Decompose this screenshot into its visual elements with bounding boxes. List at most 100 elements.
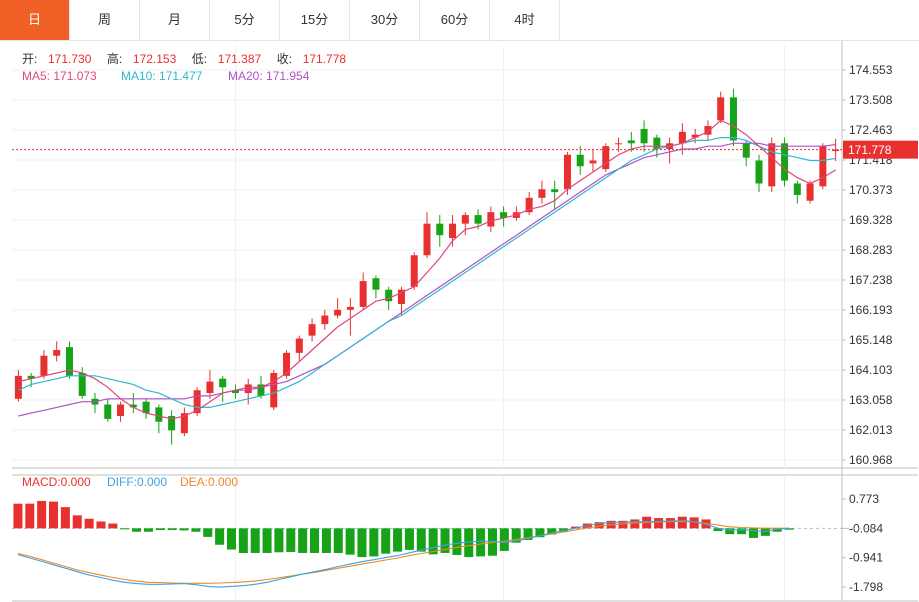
macd-bar-12 [155, 528, 165, 531]
y-tick-label: 170.373 [849, 183, 893, 197]
macd-bar-9 [120, 528, 130, 530]
candle-body [372, 278, 380, 290]
candle-4 [65, 341, 73, 379]
macd-bar-3 [49, 501, 59, 529]
candle-26 [346, 298, 354, 336]
diff-line [17, 520, 790, 588]
macd-bar-35 [428, 528, 438, 555]
candle-body [346, 306, 354, 310]
macd-bar-41 [499, 528, 509, 551]
candle-43 [563, 151, 571, 195]
macd-legend-1: DIFF:0.000 [107, 475, 167, 489]
candle-body [717, 97, 725, 121]
timeframe-tabs: 日周月 5分 15分 30分 60分 4时 [0, 0, 919, 41]
candle-body [729, 97, 737, 141]
candle-body [461, 215, 469, 224]
macd-bar-34 [416, 528, 426, 552]
candle-body [206, 381, 214, 394]
candle-12 [168, 410, 176, 445]
candle-body [640, 128, 648, 144]
candle-42 [551, 180, 559, 210]
candle-body [602, 146, 610, 170]
candle-body [563, 154, 571, 190]
candle-47 [615, 137, 623, 152]
y-tick-label: 174.553 [849, 63, 893, 77]
macd-bar-23 [286, 528, 296, 552]
macd-bar-20 [250, 528, 260, 553]
macd-bar-6 [84, 518, 94, 529]
candle-body [295, 338, 303, 353]
current-price-label: 171.778 [848, 143, 892, 157]
legend-ma-1: MA10: 171.477 [121, 69, 203, 83]
macd-bar-46 [559, 528, 569, 532]
candle-body [168, 416, 176, 431]
tab-3[interactable]: 5分 [210, 0, 280, 40]
macd-legend-0: MACD:0.000 [22, 475, 91, 489]
macd-bar-63 [760, 528, 770, 536]
macd-bar-11 [143, 528, 153, 532]
macd-y-tick-label: 0.773 [849, 492, 879, 506]
y-tick-label: 163.058 [849, 393, 893, 407]
macd-y-tick-label: -1.798 [849, 580, 883, 594]
macd-bar-15 [191, 528, 201, 532]
macd-bar-5 [72, 515, 82, 529]
candle-18 [244, 378, 252, 405]
candle-body [474, 215, 482, 224]
candle-9 [129, 393, 137, 414]
candle-body [155, 407, 163, 422]
candle-body [193, 390, 201, 414]
candle-22 [295, 335, 303, 362]
candle-55 [717, 91, 725, 124]
candle-body [627, 140, 635, 144]
macd-bar-21 [262, 528, 272, 553]
macd-bar-37 [452, 528, 462, 556]
candle-body [231, 390, 239, 394]
legend-ohlc-label: 收: [277, 52, 292, 66]
tab-2[interactable]: 月 [140, 0, 210, 40]
candle-body [283, 352, 291, 376]
candle-body [117, 404, 125, 417]
tab-1[interactable]: 周 [70, 0, 140, 40]
candle-body [449, 223, 457, 239]
macd-bar-59 [713, 528, 723, 532]
candle-38 [500, 206, 508, 227]
tab-0[interactable]: 日 [0, 0, 70, 40]
macd-bar-29 [357, 528, 367, 558]
y-tick-label: 172.463 [849, 123, 893, 137]
ma5-line [18, 119, 836, 420]
tab-5[interactable]: 30分 [350, 0, 420, 40]
tab-7[interactable]: 4时 [490, 0, 560, 40]
candle-7 [104, 398, 112, 422]
candle-58 [755, 154, 763, 193]
candle-body [615, 143, 623, 145]
macd-bar-22 [274, 528, 284, 553]
legend-ohlc-value: 171.778 [303, 52, 347, 66]
macd-bar-1 [25, 503, 35, 529]
legend-ohlc-label: 高: [107, 51, 122, 66]
candle-body [53, 349, 61, 356]
y-tick-label: 165.148 [849, 333, 893, 347]
candle-10 [142, 398, 150, 419]
candle-3 [53, 341, 61, 362]
candle-25 [334, 298, 342, 319]
candle-body [129, 404, 137, 408]
macd-bar-55 [665, 518, 675, 529]
tab-4[interactable]: 15分 [280, 0, 350, 40]
candle-body [793, 183, 801, 195]
legend-ma-0: MA5: 171.073 [22, 69, 97, 83]
macd-bar-30 [369, 528, 379, 557]
candle-body [691, 134, 699, 138]
candle-body [525, 197, 533, 213]
macd-bar-8 [108, 523, 118, 529]
candle-17 [231, 384, 239, 399]
legend-ohlc-value: 172.153 [133, 52, 177, 66]
candle-24 [321, 309, 329, 330]
candle-35 [461, 212, 469, 236]
macd-bar-13 [167, 528, 177, 531]
candle-16 [219, 375, 227, 402]
candle-body [410, 255, 418, 287]
candle-body [806, 183, 814, 201]
candle-27 [359, 272, 367, 310]
tab-6[interactable]: 60分 [420, 0, 490, 40]
candle-23 [308, 318, 316, 342]
